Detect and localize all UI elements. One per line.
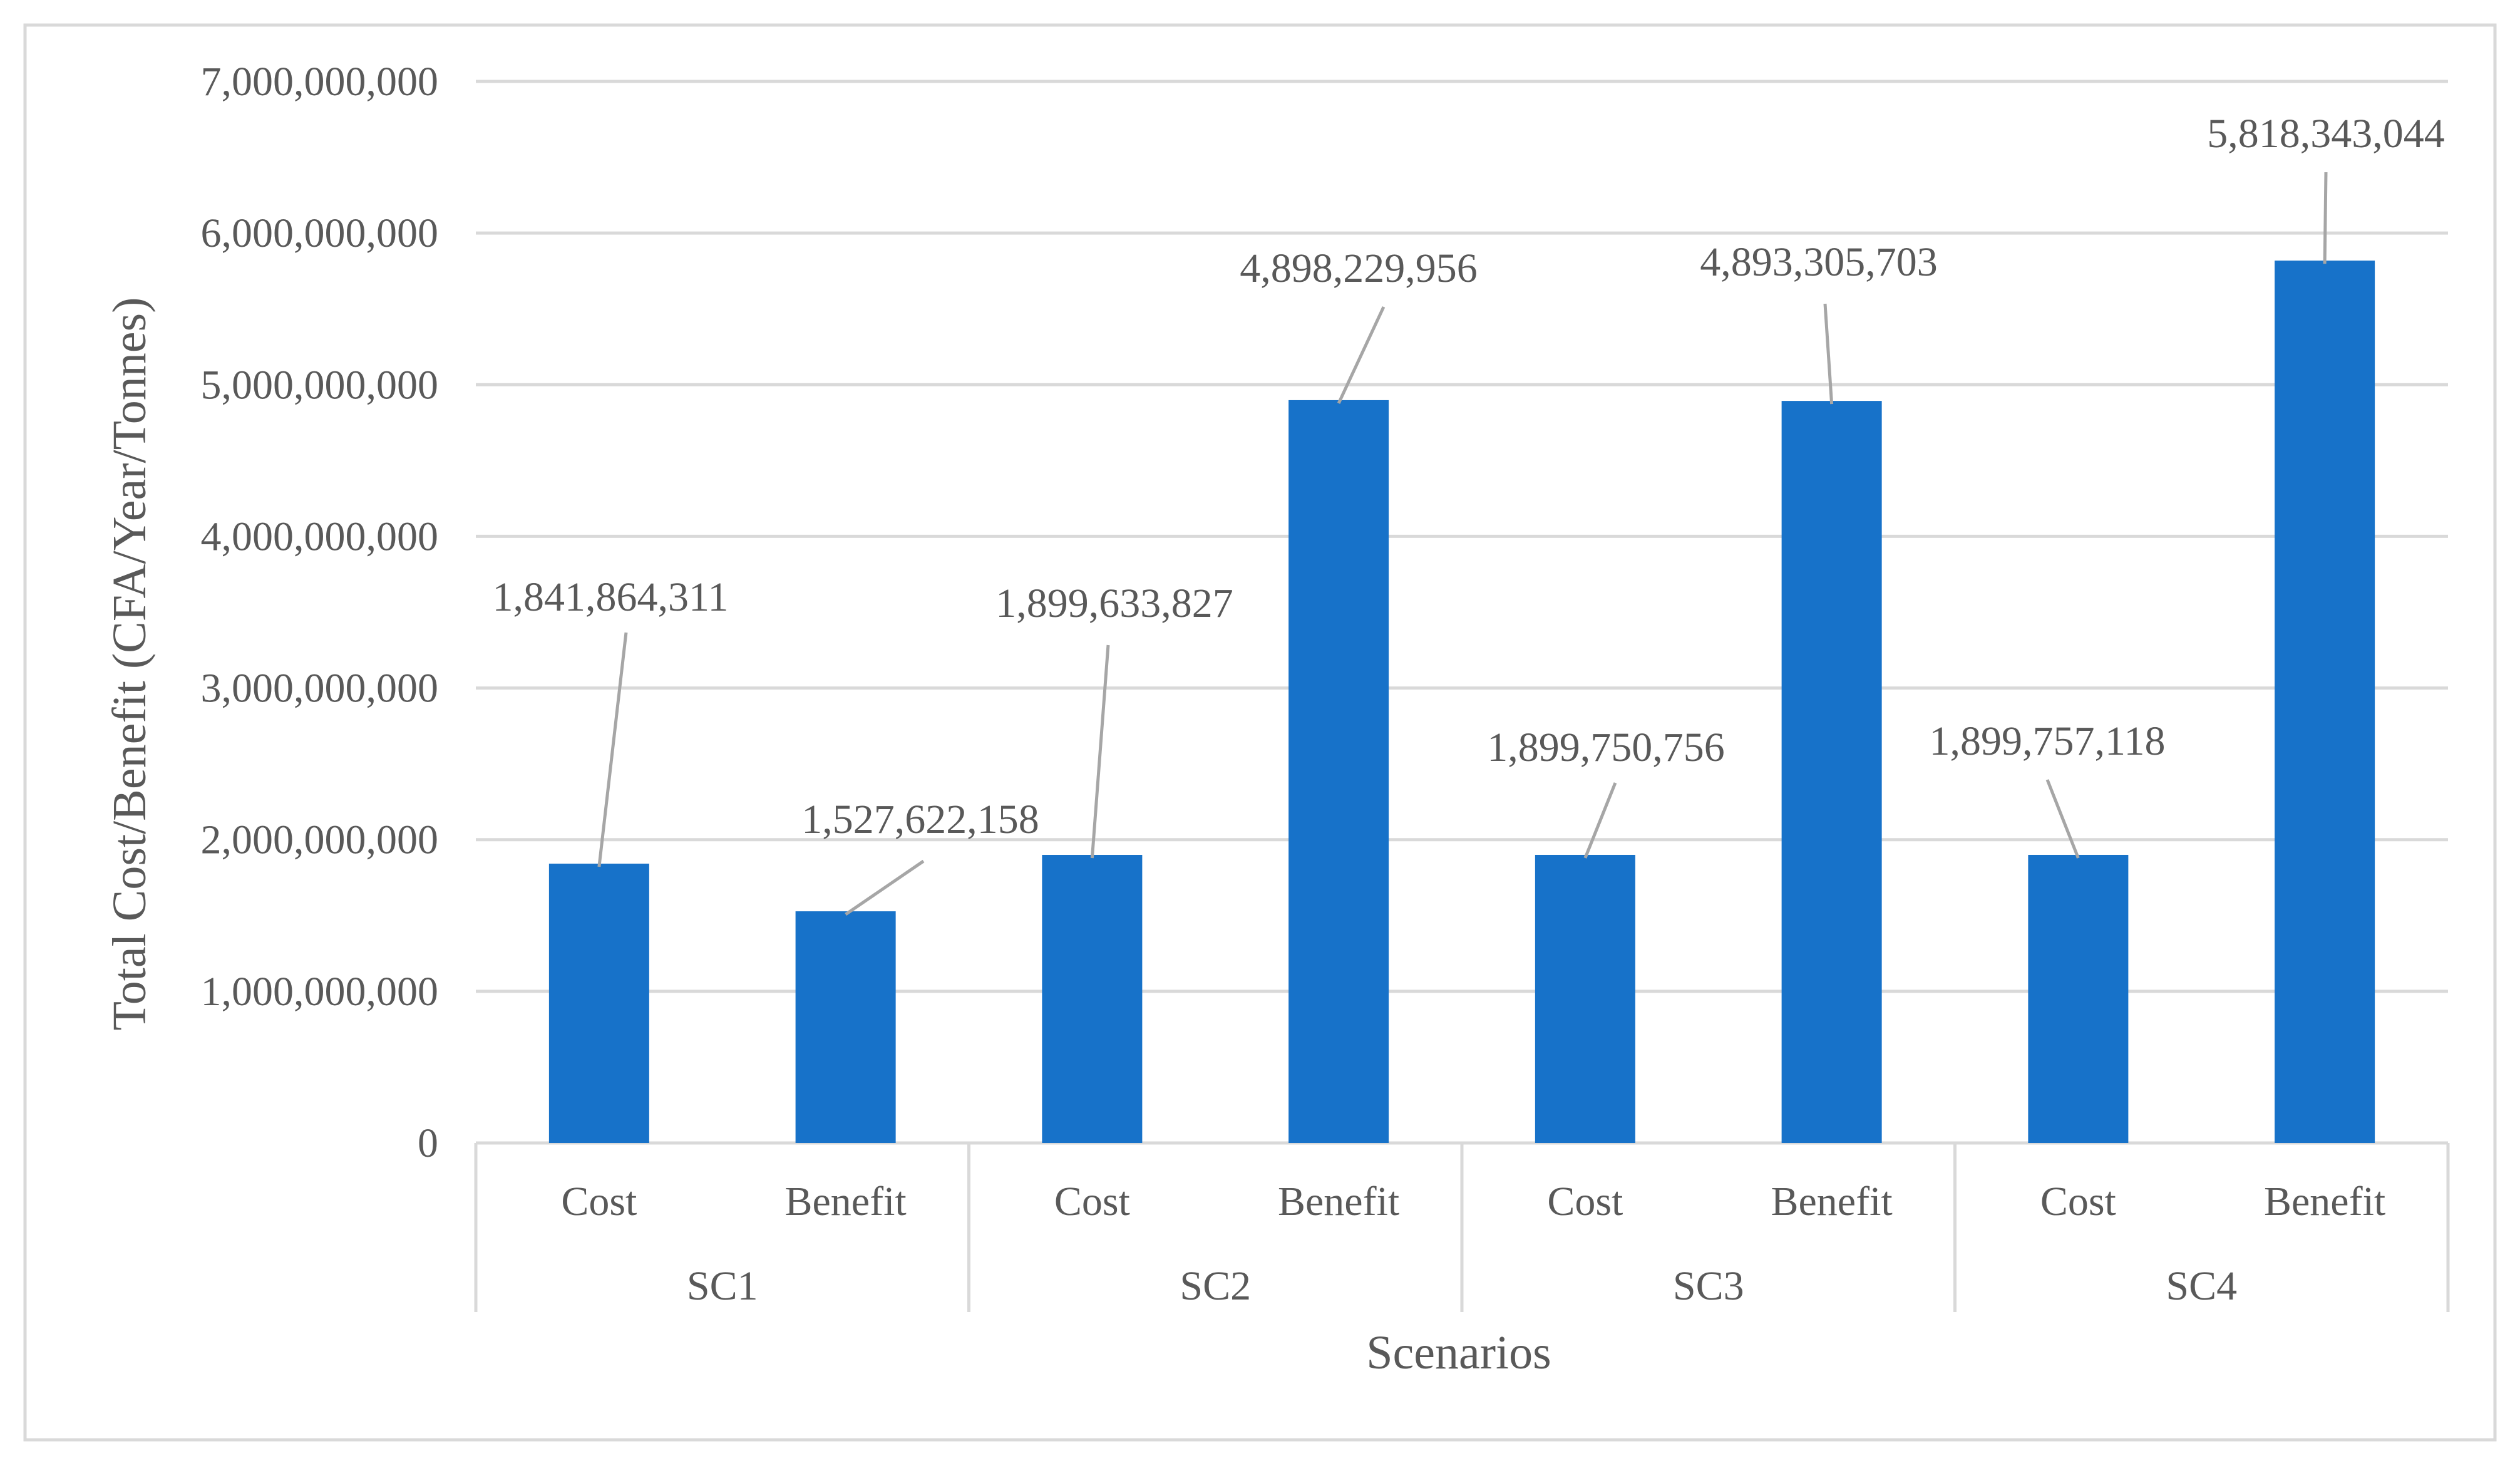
y-tick-label: 1,000,000,000 bbox=[201, 969, 439, 1015]
x-group-label: SC3 bbox=[1673, 1263, 1744, 1309]
data-label: 4,893,305,703 bbox=[1700, 239, 1938, 285]
bar-sc2-benefit bbox=[1288, 400, 1389, 1143]
y-tick-label: 4,000,000,000 bbox=[201, 514, 439, 559]
leader-line bbox=[1823, 303, 1834, 405]
data-label: 5,818,343,044 bbox=[2207, 111, 2445, 157]
bar-sc4-cost bbox=[2028, 854, 2129, 1143]
y-tick-label: 3,000,000,000 bbox=[201, 666, 439, 711]
y-tick-label: 7,000,000,000 bbox=[201, 59, 439, 105]
x-axis-categories: Cost Benefit Cost Benefit Cost Benefit Cost Ben… bbox=[561, 1179, 2385, 1309]
bar-sc2-cost bbox=[1042, 855, 1143, 1143]
bar-sc3-cost bbox=[1535, 854, 1635, 1143]
leader-line bbox=[2045, 779, 2080, 859]
data-label: 1,899,757,118 bbox=[1929, 718, 2165, 764]
x-category-label: Benefit bbox=[2264, 1179, 2385, 1224]
leader-line bbox=[597, 632, 628, 867]
x-group-label: SC1 bbox=[687, 1263, 758, 1309]
x-category-label: Cost bbox=[2040, 1179, 2116, 1224]
chart-border bbox=[23, 23, 2497, 1442]
x-group-label: SC2 bbox=[1180, 1263, 1251, 1309]
y-axis-ticks: 0 1,000,000,000 2,000,000,000 3,000,000,000… bbox=[201, 59, 439, 1166]
leader-lines bbox=[597, 172, 2328, 916]
data-label: 1,527,622,158 bbox=[801, 797, 1039, 842]
data-labels: 1,841,864,311 1,527,622,158 1,899,633,827 4… bbox=[492, 111, 2444, 842]
leader-line bbox=[1583, 782, 1617, 859]
x-category-label: Cost bbox=[1054, 1179, 1130, 1224]
bar-sc1-benefit bbox=[795, 911, 896, 1143]
bar-sc3-benefit bbox=[1781, 401, 1882, 1143]
leader-line bbox=[1090, 644, 1110, 859]
x-category-label: Benefit bbox=[1771, 1179, 1892, 1224]
leader-line bbox=[845, 859, 925, 916]
bar-sc1-cost bbox=[548, 864, 649, 1143]
y-tick-label: 6,000,000,000 bbox=[201, 210, 439, 256]
x-axis bbox=[474, 1143, 2450, 1312]
x-group-label: SC4 bbox=[2166, 1263, 2237, 1309]
leader-line bbox=[1337, 306, 1386, 404]
bar-sc4-benefit bbox=[2275, 261, 2375, 1144]
data-label: 1,899,633,827 bbox=[995, 581, 1233, 626]
y-axis-title: Total Cost/Benefit (CFA/Year/Tonnes) bbox=[103, 297, 156, 1031]
data-label: 1,841,864,311 bbox=[492, 574, 728, 620]
bars bbox=[548, 261, 2375, 1144]
data-label: 1,899,750,756 bbox=[1487, 725, 1725, 770]
x-category-label: Benefit bbox=[784, 1179, 906, 1224]
x-category-label: Cost bbox=[561, 1179, 637, 1224]
y-tick-label: 0 bbox=[418, 1120, 438, 1166]
x-axis-title: Scenarios bbox=[1366, 1326, 1551, 1379]
x-category-label: Cost bbox=[1547, 1179, 1623, 1224]
y-tick-label: 5,000,000,000 bbox=[201, 362, 439, 408]
y-tick-label: 2,000,000,000 bbox=[201, 817, 439, 863]
data-label: 4,898,229,956 bbox=[1240, 246, 1478, 291]
x-category-label: Benefit bbox=[1278, 1179, 1399, 1224]
leader-line bbox=[2323, 172, 2328, 264]
